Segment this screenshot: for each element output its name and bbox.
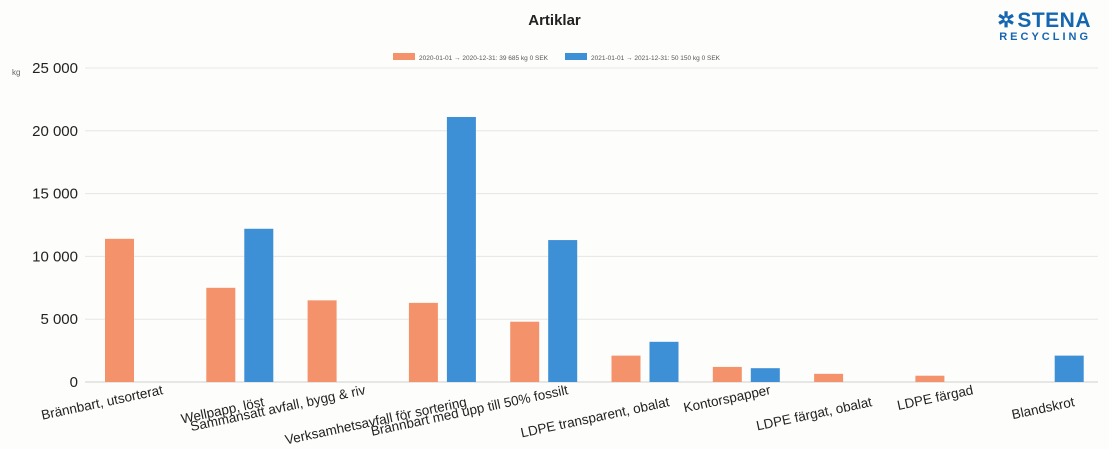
y-tick-label: 0 — [70, 374, 78, 391]
y-tick-label: 25 000 — [32, 60, 78, 77]
stena-star-icon: ✲ — [997, 9, 1016, 32]
x-axis: Brännbart, utsorterat Wellpapp, löstSamma… — [40, 382, 1076, 447]
logo-main-text: STENA — [1017, 9, 1091, 32]
logo-sub-text: RECYCLING — [999, 31, 1091, 43]
chart-title: Artiklar — [528, 12, 581, 29]
grid-lines — [85, 67, 1098, 383]
legend-label: 2021-01-01 → 2021-12-31: 50 150 kg 0 SEK — [591, 55, 721, 62]
x-category-label: Brännbart, utsorterat — [40, 382, 164, 422]
bar — [814, 373, 844, 382]
bar — [244, 228, 274, 382]
bar — [611, 355, 641, 382]
bar — [915, 375, 945, 382]
bar — [548, 240, 578, 382]
bar — [408, 302, 438, 382]
y-unit-label: kg — [12, 68, 20, 77]
bars — [105, 116, 1084, 382]
legend-label: 2020-01-01 → 2020-12-31: 39 685 kg 0 SEK — [419, 55, 549, 62]
x-category-label: LDPE färgad — [896, 382, 975, 413]
bar — [1054, 355, 1084, 382]
bar — [307, 300, 337, 382]
x-category-label: LDPE färgat, obalat — [755, 394, 874, 433]
y-tick-label: 10 000 — [32, 248, 78, 265]
bar — [446, 116, 476, 382]
logo-wordmark: ✲STENA — [997, 8, 1091, 33]
y-tick-label: 15 000 — [32, 186, 78, 203]
legend: 2020-01-01 → 2020-12-31: 39 685 kg 0 SEK… — [393, 53, 721, 62]
y-axis: 0 5 000 10 000 15 000 20 000 25 000 kg — [12, 60, 78, 391]
x-category-label: Kontorspapper — [682, 382, 772, 415]
bar — [712, 366, 742, 382]
legend-swatch — [565, 53, 587, 60]
bar — [105, 238, 134, 382]
bar — [649, 341, 679, 382]
stena-recycling-logo: ✲STENA RECYCLING — [997, 8, 1091, 43]
bar — [750, 368, 780, 382]
bar — [510, 321, 540, 382]
y-tick-label: 20 000 — [32, 123, 78, 140]
y-tick-label: 5 000 — [40, 311, 78, 328]
bar — [206, 287, 236, 382]
x-category-label: Blandskrot — [1010, 394, 1076, 422]
legend-swatch — [393, 53, 415, 60]
